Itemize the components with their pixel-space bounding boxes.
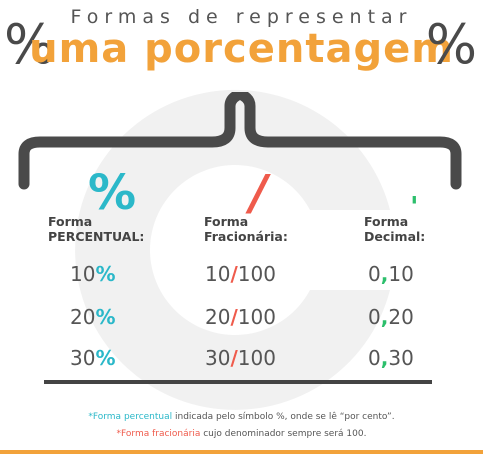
title-top: Formas de representar: [70, 6, 413, 28]
title-main: uma porcentagem: [29, 26, 454, 72]
decimal-value: 0,30: [368, 346, 414, 370]
decimal-value: 0,10: [368, 262, 414, 286]
footnote-fracionaria: *Forma fracionária cujo denominador semp…: [116, 429, 367, 439]
percent-icon-right: %: [425, 13, 477, 76]
bottom-accent-bar: [0, 450, 483, 454]
label-fracionaria: Forma Fracionária:: [204, 214, 288, 244]
fraction-slash-icon: /: [250, 165, 268, 221]
percent-value: 10%: [70, 262, 116, 286]
decimal-comma-icon: ': [410, 190, 419, 223]
curly-brace-icon: [18, 92, 462, 190]
fraction-value: 20/100: [205, 305, 276, 329]
percent-icon-left: %: [4, 13, 56, 76]
fraction-value: 10/100: [205, 262, 276, 286]
label-decimal: Forma Decimal:: [364, 214, 426, 244]
decimal-value: 0,20: [368, 305, 414, 329]
label-percentual: Forma PERCENTUAL:: [48, 214, 145, 244]
fraction-value: 30/100: [205, 346, 276, 370]
percent-symbol-icon: %: [88, 165, 137, 221]
watermark-logo: [75, 89, 391, 410]
percent-value: 30%: [70, 346, 116, 370]
footnote-percentual: *Forma percentual indicada pelo símbolo …: [88, 412, 395, 422]
divider: [44, 380, 432, 384]
percent-value: 20%: [70, 305, 116, 329]
